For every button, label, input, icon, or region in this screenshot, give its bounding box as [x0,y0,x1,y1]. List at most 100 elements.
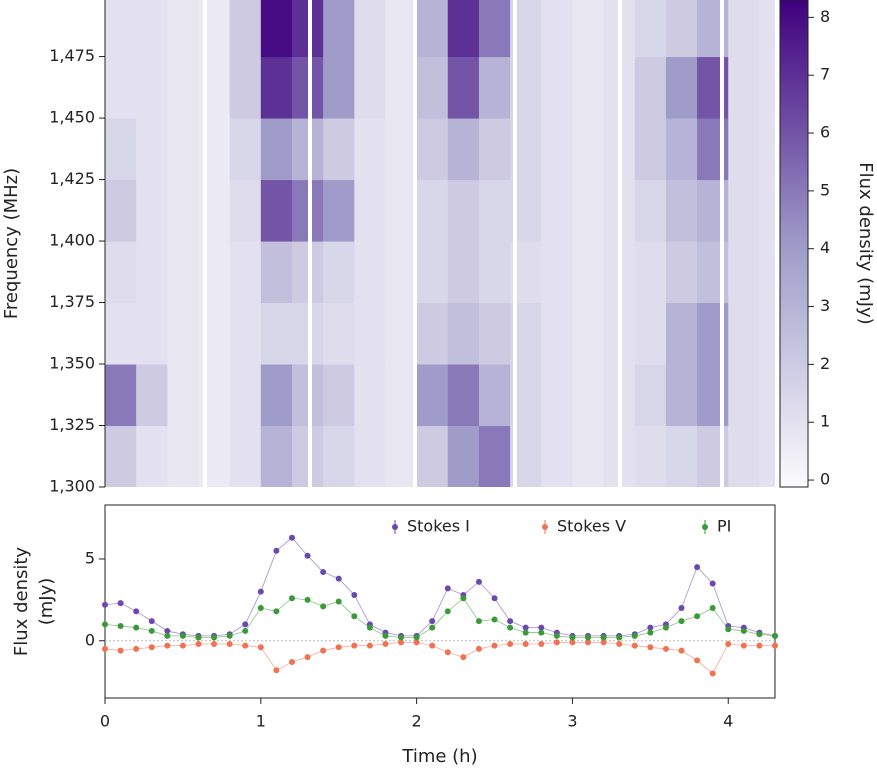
data-point [382,641,389,648]
heatmap-cell [447,0,480,58]
heatmap-cell [697,56,729,119]
heatmap-cell [447,118,480,181]
heatmap-cell [478,56,511,119]
heatmap-cell [759,179,775,242]
heatmap-cell [291,56,324,119]
colorbar-tick-label: 5 [820,180,830,199]
data-point [242,642,249,649]
data-point [678,618,685,625]
y-axis-label: Frequency (MHz) [1,168,22,319]
heatmap-cell [541,302,573,365]
heatmap-cell [665,179,698,242]
data-point [366,642,373,649]
heatmap-cell [572,56,605,119]
heatmap-cell [634,425,667,487]
heatmap-cell [572,302,605,365]
data-point [678,605,685,612]
heatmap-cell [323,179,355,242]
heatmap-cell [634,179,667,242]
data-point [647,629,654,636]
data-point [413,634,420,641]
heatmap-cell [541,364,573,427]
data-point [756,642,763,649]
heatmap-cell [260,364,293,427]
heatmap-cell [759,302,775,365]
data-point [740,642,747,649]
heatmap-cell [447,364,480,427]
y-axis-label: (mJy) [36,578,57,626]
heatmap-cell [759,118,775,181]
heatmap-cell [634,56,667,119]
series [102,595,778,641]
heatmap-cell [572,0,605,58]
heatmap-cell [759,241,775,304]
heatmap-cell [665,364,698,427]
data-point [585,634,592,641]
data-point [117,647,124,654]
data-point [709,670,716,677]
heatmap-cell [291,241,324,304]
data-point [179,642,186,649]
heatmap-cell [260,302,293,365]
heatmap-cell [291,302,324,365]
data-point [429,642,436,649]
x-axis-label: Time (h) [401,746,477,767]
heatmap-cell [323,0,355,58]
heatmap-cell [541,56,573,119]
data-point [772,632,778,639]
heatmap-cell [759,0,775,58]
data-point [351,642,358,649]
heatmap-cell [728,118,760,181]
heatmap-cell [665,241,698,304]
heatmap-cell [572,425,605,487]
heatmap-cell [260,241,293,304]
data-point [709,580,716,587]
data-point [507,641,514,648]
heatmap-cell [478,425,511,487]
x-tick-label: 4 [723,712,733,731]
heatmap-cell [229,302,262,365]
data-point [148,618,155,625]
heatmap-cell [541,425,573,487]
heatmap-cell [759,56,775,119]
heatmap-cell [728,0,760,58]
data-point [179,632,186,639]
heatmap-cell [323,425,355,487]
x-tick-label: 3 [567,712,577,731]
data-point [522,629,529,636]
heatmap-cell [697,425,729,487]
heatmap-cell [665,0,698,58]
data-point [725,626,732,633]
y-tick-label: 0 [85,630,95,649]
heatmap-cell [229,425,262,487]
data-point [553,639,560,646]
heatmap-cell [167,302,199,365]
heatmap-cell [354,302,386,365]
data-point [444,608,451,615]
colorbar-tick-label: 4 [820,238,830,257]
heatmap-cell [728,56,760,119]
heatmap-cell [323,302,355,365]
heatmap-cell [323,364,355,427]
heatmap-cell [416,0,449,58]
heatmap-cell [229,179,262,242]
legend-marker [542,524,548,530]
heatmap-cell [260,0,293,58]
data-point [195,634,202,641]
heatmap-cell [697,118,729,181]
data-point [475,645,482,652]
heatmap-cell [229,241,262,304]
heatmap-cell [697,302,729,365]
data-point [211,634,218,641]
heatmap-cell [354,0,386,58]
data-point [257,605,264,612]
heatmap-cell [354,364,386,427]
y-tick-label: 1,350 [49,354,95,373]
heatmap-cell [665,425,698,487]
heatmap-cell [385,179,418,242]
data-point [133,608,140,615]
data-point [553,632,560,639]
data-point [538,641,545,648]
heatmap-cell [136,118,168,181]
heatmap-cell [167,118,199,181]
